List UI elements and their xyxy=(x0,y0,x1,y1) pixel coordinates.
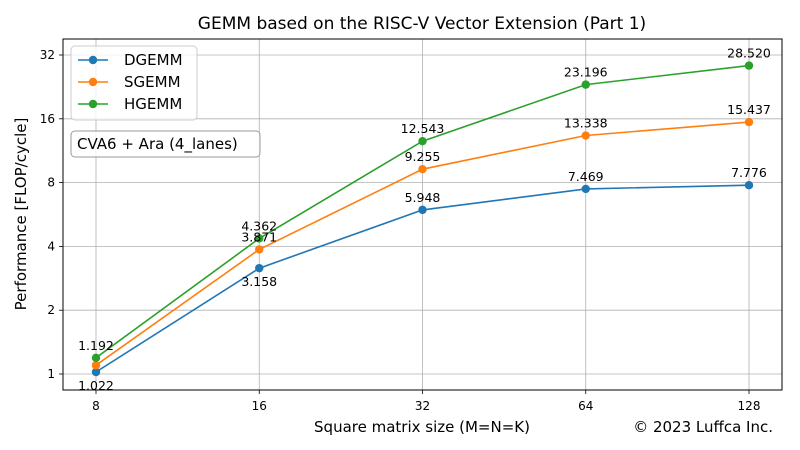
sgemm-point xyxy=(581,131,590,140)
sgemm-point xyxy=(418,164,427,174)
ticks: 8 16 32 64 128 1 2 4 8 16 32 xyxy=(40,48,761,413)
legend: DGEMM SGEMM HGEMM xyxy=(70,45,198,121)
legend-dgemm-label: DGEMM xyxy=(124,51,183,69)
legend-sgemm-label: SGEMM xyxy=(124,73,181,91)
y-tick-label: 16 xyxy=(40,112,55,126)
dgemm-data-label: 5.948 xyxy=(405,190,441,205)
dgemm-point xyxy=(418,205,427,215)
hgemm-data-label: 12.543 xyxy=(401,121,445,136)
dgemm-point xyxy=(744,181,754,190)
x-axis-label: Square matrix size (M=N=K) xyxy=(314,418,530,436)
hgemm-data-label: 1.192 xyxy=(78,338,114,353)
series-layer xyxy=(91,61,754,377)
y-tick-label: 32 xyxy=(40,48,55,62)
hgemm-data-label: 4.362 xyxy=(241,218,277,233)
x-tick-label: 8 xyxy=(92,399,100,413)
dgemm-data-label: 7.469 xyxy=(568,169,604,184)
sgemm-data-label: 3.871 xyxy=(241,229,277,244)
x-tick-label: 128 xyxy=(738,399,761,413)
y-tick-label: 1 xyxy=(47,367,55,381)
legend-frame xyxy=(70,45,198,121)
data-labels: 1.022 3.158 5.948 7.469 7.776 3.871 9.255 13.33… xyxy=(78,46,771,393)
dgemm-data-label: 7.776 xyxy=(731,165,767,180)
legend-sgemm-marker xyxy=(88,77,98,87)
hgemm-point xyxy=(255,234,264,243)
sgemm-point xyxy=(744,117,754,127)
y-tick-label: 2 xyxy=(47,303,55,317)
dgemm-data-label: 1.022 xyxy=(78,378,114,393)
annotation-text: CVA6 + Ara (4_lanes) xyxy=(77,135,238,154)
hgemm-point xyxy=(744,61,754,70)
x-tick-label: 16 xyxy=(252,399,267,413)
hgemm-point xyxy=(418,137,427,146)
hgemm-data-label: 28.520 xyxy=(727,46,771,61)
dgemm-point xyxy=(581,184,590,194)
sgemm-data-label: 13.338 xyxy=(564,116,608,131)
legend-hgemm-marker xyxy=(88,99,98,109)
legend-dgemm-marker xyxy=(88,55,98,65)
annotation-box: CVA6 + Ara (4_lanes) xyxy=(70,130,261,158)
y-tick-label: 8 xyxy=(47,176,55,190)
copyright-text: © 2023 Luffca Inc. xyxy=(633,418,773,436)
x-tick-label: 64 xyxy=(578,399,593,413)
dgemm-point xyxy=(255,263,264,273)
sgemm-point xyxy=(91,361,101,370)
x-tick-label: 32 xyxy=(415,399,430,413)
y-tick-label: 4 xyxy=(47,239,55,253)
dgemm-data-label: 3.158 xyxy=(241,274,277,289)
sgemm-point xyxy=(255,245,264,254)
legend-hgemm-label: HGEMM xyxy=(124,95,182,113)
chart-title: GEMM based on the RISC-V Vector Extensio… xyxy=(198,14,646,34)
hgemm-data-label: 23.196 xyxy=(564,65,608,80)
sgemm-data-label: 15.437 xyxy=(727,102,771,117)
hgemm-point xyxy=(581,80,590,89)
sgemm-data-label: 9.255 xyxy=(405,149,441,164)
y-axis-label: Performance [FLOP/cycle] xyxy=(12,118,30,311)
dgemm-point xyxy=(91,367,101,377)
hgemm-point xyxy=(91,353,101,363)
